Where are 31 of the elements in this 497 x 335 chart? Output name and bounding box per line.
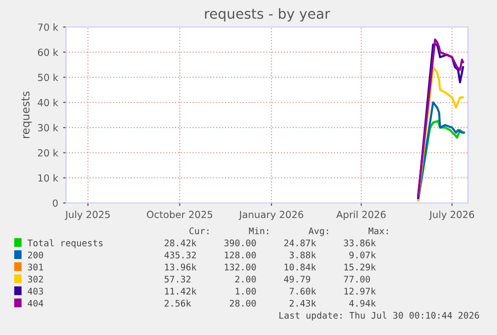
legend-label: 403 bbox=[28, 288, 43, 295]
y-tick-label: 50 k bbox=[38, 74, 58, 82]
x-tick-label: July 2025 bbox=[64, 210, 110, 220]
text: 13.96k 132.00 10.84k 15.29k bbox=[165, 263, 376, 270]
y-tick-label: 20 k bbox=[38, 149, 58, 157]
chart-title: requests - by year bbox=[205, 8, 330, 22]
legend-label: 302 bbox=[28, 276, 43, 283]
y-tick-label: 70 k bbox=[38, 23, 58, 31]
text: 28.42k 390.00 24.87k 33.86k bbox=[164, 239, 376, 246]
text: Cur: Min: Avg: Max: bbox=[189, 227, 388, 236]
legend-label: 200 bbox=[28, 252, 44, 258]
text: 11.42k 1.00 7.60k 12.97k bbox=[165, 288, 376, 295]
line-series bbox=[417, 66, 464, 202]
legend-label: 301 bbox=[28, 264, 44, 270]
text: 57.32 2.00 49.79 77.00 bbox=[164, 276, 370, 283]
text: Last update: Thu Jul 30 00:10:44 2026 bbox=[279, 312, 480, 320]
legend-label: 404 bbox=[28, 300, 44, 307]
y-tick-label: 0 bbox=[52, 199, 58, 207]
x-tick-label: July 2026 bbox=[428, 210, 474, 220]
y-tick-label: 60 k bbox=[38, 48, 58, 56]
y-axis-title: requests bbox=[22, 92, 32, 138]
text: 435.32 128.00 3.88k 9.07k bbox=[164, 251, 376, 258]
x-tick-label: January 2026 bbox=[238, 210, 304, 220]
x-tick-label: April 2026 bbox=[336, 210, 386, 220]
y-tick-label: 40 k bbox=[38, 98, 58, 106]
line-series bbox=[417, 101, 466, 202]
text: 2.56k 28.00 2.43k 4.94k bbox=[164, 300, 376, 307]
y-tick-label: 30 k bbox=[38, 124, 58, 132]
y-tick-label: 10 k bbox=[38, 174, 58, 182]
legend-label: Total requests bbox=[28, 239, 103, 248]
x-tick-label: October 2025 bbox=[146, 210, 212, 218]
